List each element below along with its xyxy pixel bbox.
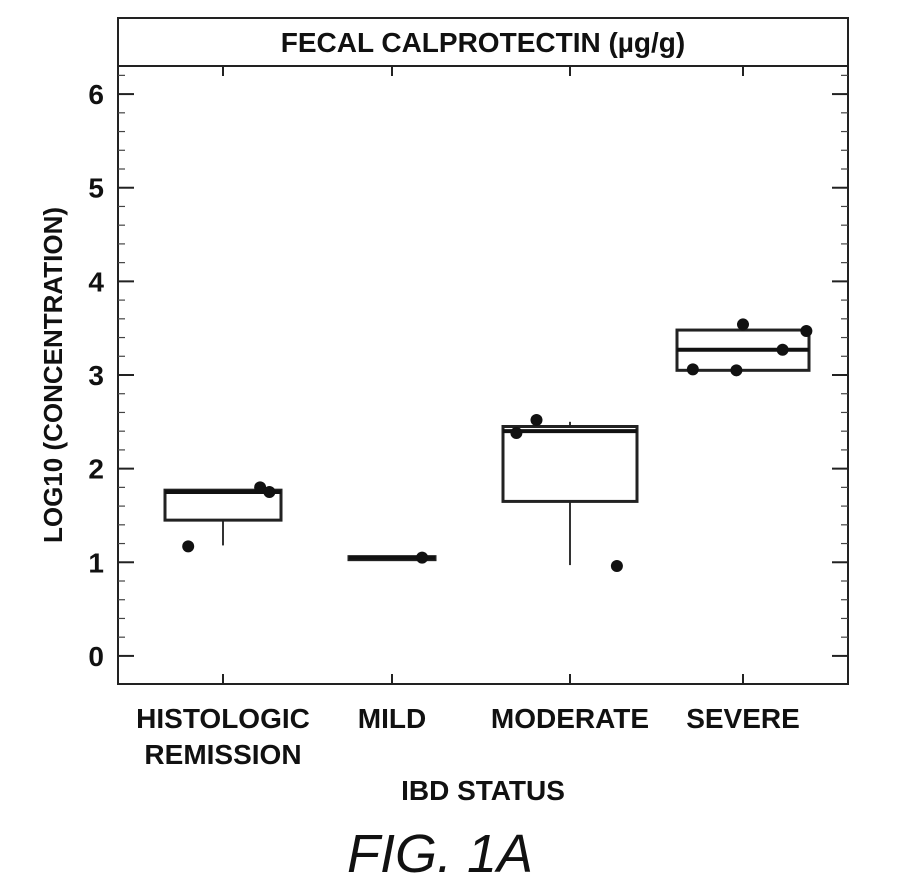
x-tick-label: MILD: [358, 703, 426, 734]
data-point: [730, 364, 743, 377]
axis-ticks: 0 1 2 3 4 5 6 HISTOLOGIC REMISSION MILD MODERATE SE…: [88, 66, 848, 770]
plot-frame: [117, 65, 849, 685]
data-point: [776, 343, 789, 356]
y-tick-label: 1: [88, 547, 104, 578]
x-axis-label: IBD STATUS: [401, 775, 565, 806]
chart-title: FECAL CALPROTECTIN (µg/g): [281, 27, 685, 58]
box: [163, 488, 283, 522]
y-tick-label: 6: [88, 79, 104, 110]
x-tick-label: MODERATE: [491, 703, 649, 734]
y-tick-label: 3: [88, 360, 104, 391]
y-axis-label: LOG10 (CONCENTRATION): [38, 207, 68, 543]
x-tick-label: HISTOLOGIC: [136, 703, 310, 734]
title-strip: [117, 17, 849, 67]
y-tick-label: 4: [88, 266, 104, 297]
figure-caption: FIG. 1A: [347, 824, 533, 884]
chart-marks: [163, 318, 813, 573]
y-tick-label: 0: [88, 641, 104, 672]
data-point: [737, 318, 749, 331]
data-point: [800, 324, 813, 337]
x-tick-label: SEVERE: [686, 703, 800, 734]
data-point: [686, 363, 699, 376]
box: [501, 425, 639, 503]
x-tick-label: REMISSION: [144, 739, 301, 770]
data-point: [416, 551, 429, 564]
data-point: [510, 427, 523, 440]
y-tick-label: 2: [88, 454, 104, 485]
data-point: [530, 413, 543, 426]
data-point: [182, 540, 195, 553]
y-tick-label: 5: [88, 173, 104, 204]
data-point: [263, 486, 276, 499]
data-point: [610, 560, 623, 573]
data-point: [254, 481, 267, 494]
